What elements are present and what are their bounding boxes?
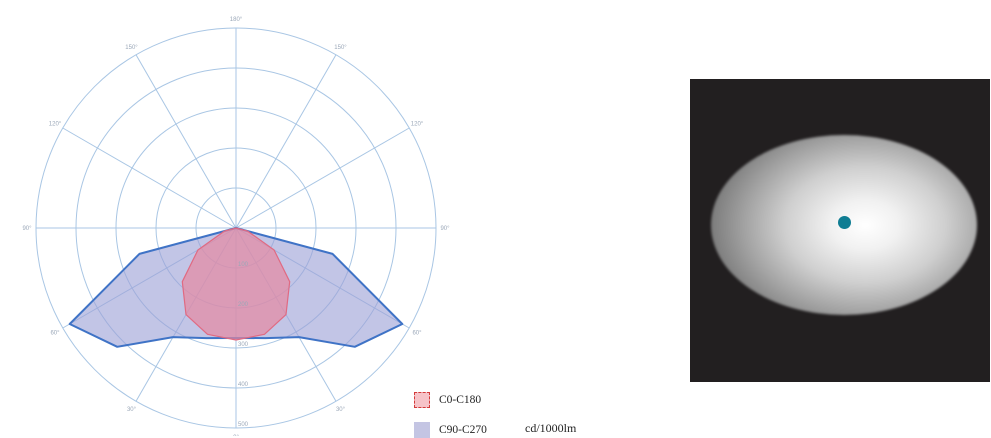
legend-item-c0-c180: C0-C180 (414, 392, 481, 408)
angle-tick-label: 150° (334, 45, 347, 51)
angle-tick-label: 30° (336, 407, 346, 413)
polar-grid-spoke (62, 127, 237, 229)
legend-swatch-c0-c180 (414, 392, 430, 408)
legend-item-c90-c270: C90-C270 (414, 422, 487, 438)
polar-grid-spoke (235, 54, 337, 229)
polar-intensity-chart: 100200300400500180°150°120°90°60°30°0°30… (22, 17, 450, 436)
legend-label-c0-c180: C0-C180 (439, 394, 482, 406)
polar-labels: 100200300400500180°150°120°90°60°30°0°30… (22, 17, 450, 436)
angle-tick-label: 90° (440, 226, 450, 232)
polar-series (68, 227, 404, 348)
beam-footprint-panel (690, 79, 990, 382)
legend-swatch-c90-c270 (414, 422, 430, 438)
radial-tick-label: 200 (238, 302, 249, 308)
angle-tick-label: 90° (22, 226, 32, 232)
radial-tick-label: 300 (238, 342, 249, 348)
radial-tick-label: 500 (238, 422, 249, 428)
angle-tick-label: 120° (411, 122, 424, 128)
angle-tick-label: 30° (127, 407, 137, 413)
angle-tick-label: 120° (49, 122, 62, 128)
polar-grid-spoke (135, 54, 237, 229)
angle-tick-label: 180° (230, 17, 243, 23)
angle-tick-label: 150° (125, 45, 138, 51)
unit-label: cd/1000lm (525, 421, 577, 435)
legend-label-c90-c270: C90-C270 (439, 424, 487, 436)
series-curve-c0-c180 (181, 227, 291, 341)
center-point-marker (838, 216, 851, 229)
radial-tick-label: 400 (238, 382, 249, 388)
angle-tick-label: 60° (50, 331, 60, 337)
angle-tick-label: 60° (412, 331, 422, 337)
polar-grid-spoke (235, 127, 410, 229)
radial-tick-label: 100 (238, 262, 249, 268)
